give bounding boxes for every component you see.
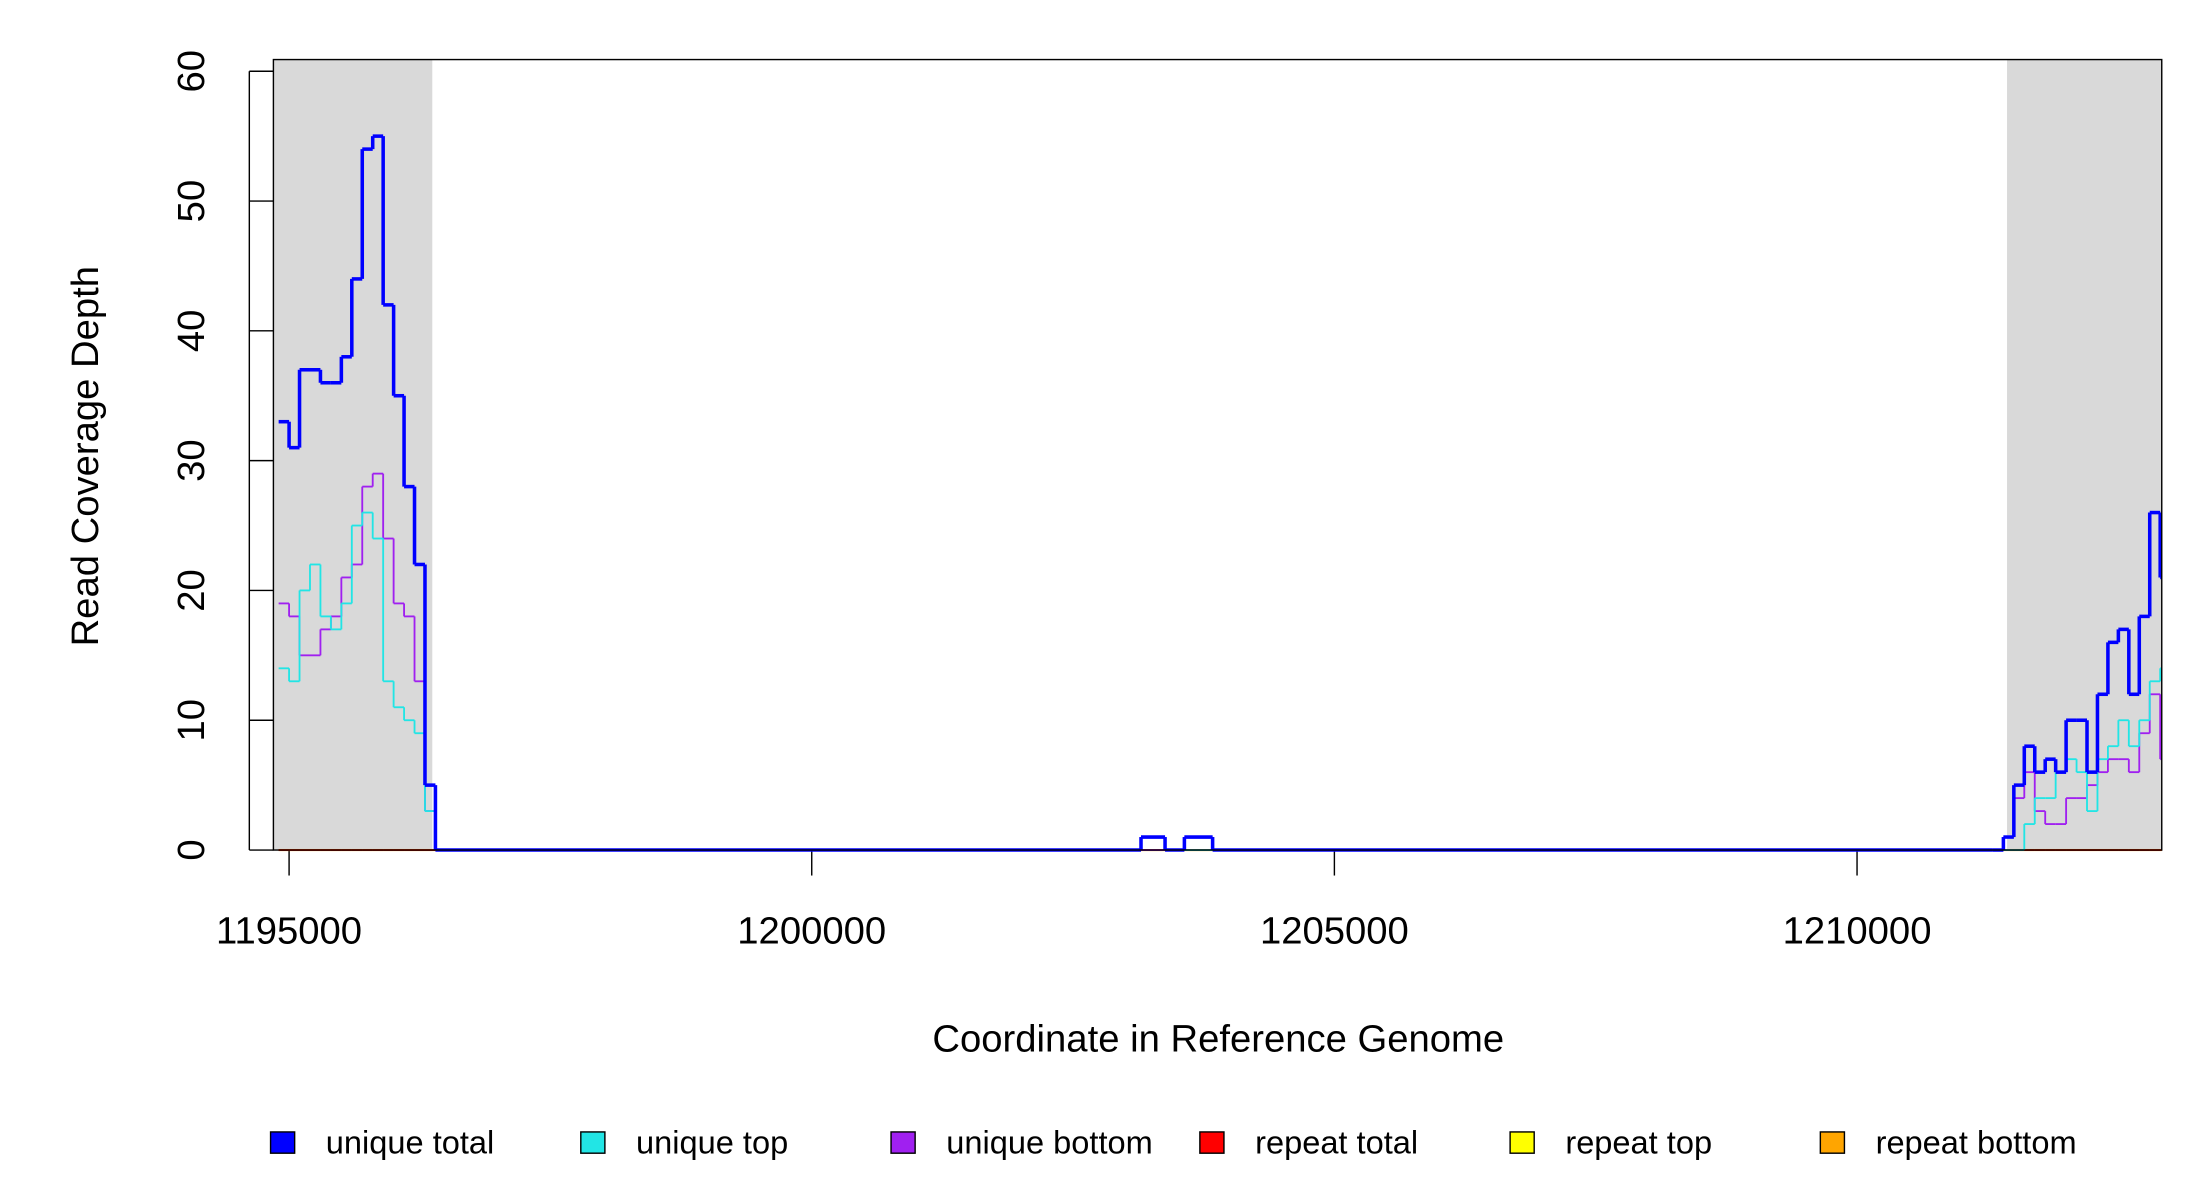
- x-tick-label: 1200000: [737, 910, 886, 953]
- y-axis-title: Read Coverage Depth: [64, 266, 107, 646]
- x-tick-label: 1205000: [1260, 910, 1409, 953]
- legend-label: repeat bottom: [1876, 1124, 2077, 1160]
- x-axis-title: Coordinate in Reference Genome: [932, 1017, 1504, 1060]
- legend-label: repeat total: [1255, 1124, 1418, 1160]
- y-tick-label: 60: [170, 50, 213, 93]
- shaded-region: [273, 59, 433, 851]
- legend-label: repeat top: [1565, 1124, 1712, 1160]
- y-tick-label: 30: [170, 439, 213, 482]
- legend-swatch: [1509, 1131, 1535, 1154]
- series-line: [278, 134, 2162, 852]
- x-tick-label: 1210000: [1783, 910, 1932, 953]
- legend-label: unique total: [326, 1124, 494, 1160]
- legend-swatch: [890, 1131, 916, 1154]
- plot-frame: [272, 58, 2163, 851]
- y-tick-label: 20: [170, 569, 213, 612]
- y-tick-label: 40: [170, 310, 213, 353]
- legend-label: unique bottom: [946, 1124, 1152, 1160]
- series-line: [278, 511, 2162, 851]
- y-tick-label: 10: [170, 699, 213, 742]
- y-tick-label: 0: [170, 839, 213, 860]
- legend-swatch: [1199, 1131, 1225, 1154]
- legend-swatch: [1819, 1131, 1846, 1154]
- legend-swatch: [269, 1131, 296, 1154]
- y-tick-label: 50: [170, 180, 213, 223]
- series-line: [278, 472, 2162, 851]
- legend-label: unique top: [636, 1124, 788, 1160]
- legend-swatch: [580, 1131, 606, 1154]
- x-tick-label: 1195000: [216, 910, 362, 953]
- shaded-region: [2007, 59, 2162, 851]
